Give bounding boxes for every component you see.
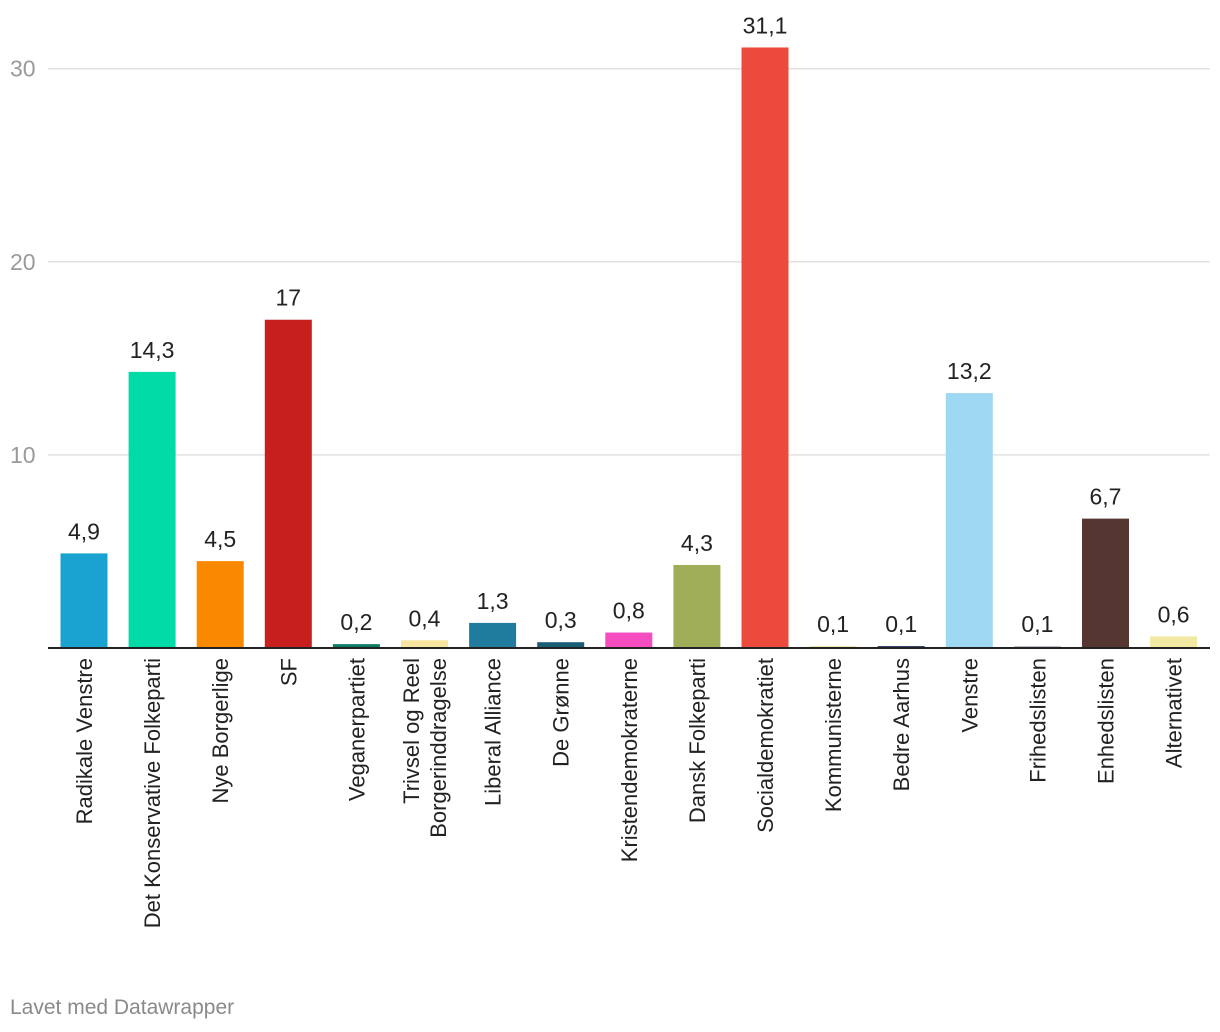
x-tick-label: Bedre Aarhus <box>889 658 914 791</box>
bar-value-label: 0,1 <box>817 611 849 637</box>
x-tick-label: Det Konservative Folkeparti <box>140 658 165 928</box>
bar <box>60 553 108 648</box>
x-tick-label-line: Kristendemokraterne <box>617 658 642 862</box>
bar <box>741 47 789 649</box>
bar <box>605 632 653 648</box>
x-tick-label-line: De Grønne <box>549 658 574 767</box>
x-tick-label: De Grønne <box>549 658 574 767</box>
x-tick-label: Liberal Alliance <box>481 658 506 806</box>
bar-value-label: 4,5 <box>204 526 236 552</box>
bar <box>1150 636 1198 648</box>
x-tick-label-line: Frihedslisten <box>1025 658 1050 783</box>
bar-value-label: 0,3 <box>545 607 577 633</box>
bars <box>60 47 1198 649</box>
bar-value-label: 0,4 <box>409 605 441 631</box>
x-tick-label: Frihedslisten <box>1025 658 1050 783</box>
bar <box>945 393 993 648</box>
bar-value-label: 4,9 <box>68 518 100 544</box>
bar <box>332 644 380 648</box>
credit-text: Lavet med Datawrapper <box>10 996 235 1019</box>
x-tick-label-line: Dansk Folkeparti <box>685 658 710 823</box>
gridlines: 10 20 30 <box>10 56 1210 468</box>
value-labels: 4,9 14,3 4,5 17 0,2 0,4 1,3 0,3 0,8 4,3 31,1 0,1 0,1… <box>68 12 1190 637</box>
x-tick-label: Nye Borgerlige <box>208 658 233 804</box>
bar <box>469 622 517 648</box>
bar-value-label: 14,3 <box>130 337 175 363</box>
bar-value-label: 0,1 <box>1021 611 1053 637</box>
x-tick-label-line: Enhedslisten <box>1094 658 1119 784</box>
bar-value-label: 0,1 <box>885 611 917 637</box>
bar-value-label: 1,3 <box>477 588 509 614</box>
bar <box>537 642 585 648</box>
bar <box>673 564 721 648</box>
category-labels: Radikale Venstre Det Konservative Folkepa… <box>72 658 1187 928</box>
bar-value-label: 0,2 <box>340 609 372 635</box>
x-tick-label-line: SF <box>276 658 301 686</box>
bar-chart: 10 20 30 4,9 14,3 4,5 17 0,2 0,4 1,3 0,3 0,8 4,3 31,… <box>10 12 1210 928</box>
bar-value-label: 0,6 <box>1158 601 1190 627</box>
x-tick-label-line: Kommunisterne <box>821 658 846 812</box>
x-tick-label-line: Venstre <box>957 658 982 733</box>
x-tick-label-line: Det Konservative Folkeparti <box>140 658 165 928</box>
x-tick-label: Enhedslisten <box>1094 658 1119 784</box>
y-tick-label: 20 <box>10 249 36 275</box>
bar <box>264 319 312 648</box>
x-tick-label: Socialdemokratiet <box>753 658 778 833</box>
bar-value-label: 6,7 <box>1090 484 1122 510</box>
x-tick-label: Alternativet <box>1162 658 1187 768</box>
bar <box>1082 518 1129 648</box>
bar-value-label: 31,1 <box>743 12 788 38</box>
x-tick-label-line: Radikale Venstre <box>72 658 97 824</box>
x-tick-label: Radikale Venstre <box>72 658 97 824</box>
bar-value-label: 13,2 <box>947 358 992 384</box>
bar-value-label: 0,8 <box>613 598 645 624</box>
bar <box>128 371 176 648</box>
x-tick-label: Venstre <box>957 658 982 733</box>
x-tick-label: Veganerpartiet <box>344 658 369 801</box>
bar <box>196 561 244 648</box>
x-tick-label-line: Liberal Alliance <box>481 658 506 806</box>
bar-value-label: 4,3 <box>681 530 713 556</box>
y-tick-label: 10 <box>10 442 36 468</box>
x-tick-label-line: Nye Borgerlige <box>208 658 233 804</box>
y-tick-label: 30 <box>10 56 36 82</box>
x-tick-label-line: Socialdemokratiet <box>753 658 778 833</box>
bar-value-label: 17 <box>276 285 302 311</box>
x-tick-label: Trivsel og Reel Borgerinddragelse <box>399 658 451 838</box>
x-tick-label: Kristendemokraterne <box>617 658 642 862</box>
x-tick-label-line: Bedre Aarhus <box>889 658 914 791</box>
bar <box>401 640 448 648</box>
x-tick-label: SF <box>276 658 301 686</box>
x-tick-label: Kommunisterne <box>821 658 846 812</box>
x-tick-label-line: Borgerinddragelse <box>426 658 451 838</box>
x-tick-label-line: Alternativet <box>1162 658 1187 768</box>
x-tick-label-line: Veganerpartiet <box>344 658 369 801</box>
x-tick-label: Dansk Folkeparti <box>685 658 710 823</box>
x-tick-label-line: Trivsel og Reel <box>399 658 424 804</box>
